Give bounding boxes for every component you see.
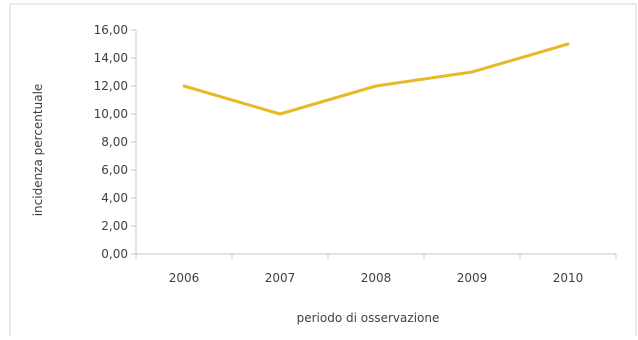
x-axis: 2006 2007 2008 2009 2010	[135, 253, 617, 285]
x-tick-label: 2007	[265, 271, 296, 285]
y-tick-label: 4,00	[101, 191, 128, 205]
x-tick-label: 2006	[169, 271, 200, 285]
y-tick-label: 10,00	[94, 107, 128, 121]
y-axis-title: incidenza percentuale	[31, 84, 45, 217]
x-tick-label: 2008	[361, 271, 392, 285]
y-tick-label: 0,00	[101, 247, 128, 261]
x-tick-label: 2010	[553, 271, 584, 285]
y-tick-label: 12,00	[94, 79, 128, 93]
data-point	[183, 85, 186, 88]
y-tick-label: 14,00	[94, 51, 128, 65]
data-point	[567, 43, 570, 46]
y-tick-label: 8,00	[101, 135, 128, 149]
x-tick-label: 2009	[457, 271, 488, 285]
y-tick-label: 16,00	[94, 23, 128, 37]
data-point	[279, 113, 282, 116]
series-layer	[182, 42, 570, 116]
data-point	[375, 85, 378, 88]
data-point	[471, 71, 474, 74]
series-line	[182, 42, 570, 116]
y-tick-label: 2,00	[101, 219, 128, 233]
y-tick-label: 6,00	[101, 163, 128, 177]
y-axis: 0,00 2,00 4,00 6,00 8,00 10,00 12,00 14,00 16,00	[94, 23, 137, 261]
x-axis-title: periodo di osservazione	[297, 311, 440, 325]
